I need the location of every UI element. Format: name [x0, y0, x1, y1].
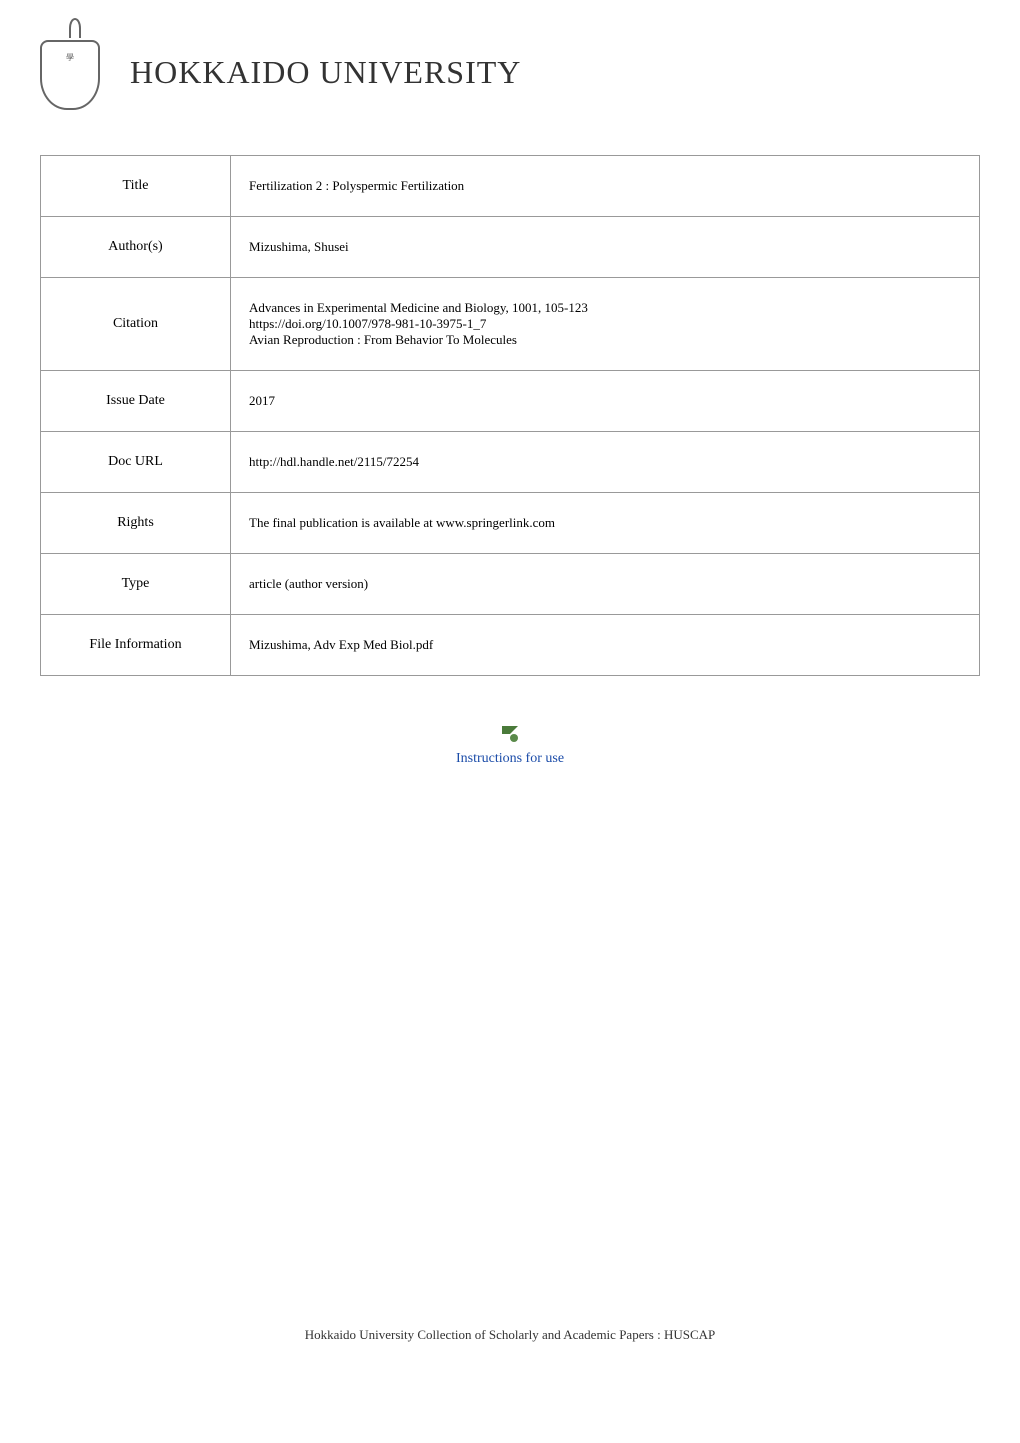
metadata-label: Citation: [41, 278, 231, 371]
metadata-value: http://hdl.handle.net/2115/72254: [231, 432, 980, 493]
table-row: Typearticle (author version): [41, 554, 980, 615]
table-row: RightsThe final publication is available…: [41, 493, 980, 554]
metadata-label: Rights: [41, 493, 231, 554]
table-row: Author(s)Mizushima, Shusei: [41, 217, 980, 278]
university-name: HOKKAIDO UNIVERSITY: [130, 54, 521, 91]
metadata-label: Issue Date: [41, 371, 231, 432]
metadata-value: The final publication is available at ww…: [231, 493, 980, 554]
metadata-value: 2017: [231, 371, 980, 432]
page-header: 學 HOKKAIDO UNIVERSITY: [40, 30, 980, 115]
table-row: Doc URLhttp://hdl.handle.net/2115/72254: [41, 432, 980, 493]
metadata-value: Fertilization 2 : Polyspermic Fertilizat…: [231, 156, 980, 217]
instructions-link[interactable]: Instructions for use: [40, 751, 980, 767]
instructions-icon: [502, 726, 518, 742]
metadata-label: File Information: [41, 615, 231, 676]
page-footer: Hokkaido University Collection of Schola…: [40, 1327, 980, 1343]
metadata-label: Title: [41, 156, 231, 217]
metadata-value: Mizushima, Shusei: [231, 217, 980, 278]
metadata-value: article (author version): [231, 554, 980, 615]
metadata-label: Type: [41, 554, 231, 615]
metadata-label: Author(s): [41, 217, 231, 278]
instructions-section: Instructions for use: [40, 726, 980, 767]
university-logo: 學: [40, 30, 110, 115]
table-row: File InformationMizushima, Adv Exp Med B…: [41, 615, 980, 676]
table-row: Issue Date2017: [41, 371, 980, 432]
metadata-label: Doc URL: [41, 432, 231, 493]
metadata-value: Mizushima, Adv Exp Med Biol.pdf: [231, 615, 980, 676]
table-row: TitleFertilization 2 : Polyspermic Ferti…: [41, 156, 980, 217]
metadata-value: Advances in Experimental Medicine and Bi…: [231, 278, 980, 371]
metadata-tbody: TitleFertilization 2 : Polyspermic Ferti…: [41, 156, 980, 676]
metadata-table: TitleFertilization 2 : Polyspermic Ferti…: [40, 155, 980, 676]
table-row: CitationAdvances in Experimental Medicin…: [41, 278, 980, 371]
